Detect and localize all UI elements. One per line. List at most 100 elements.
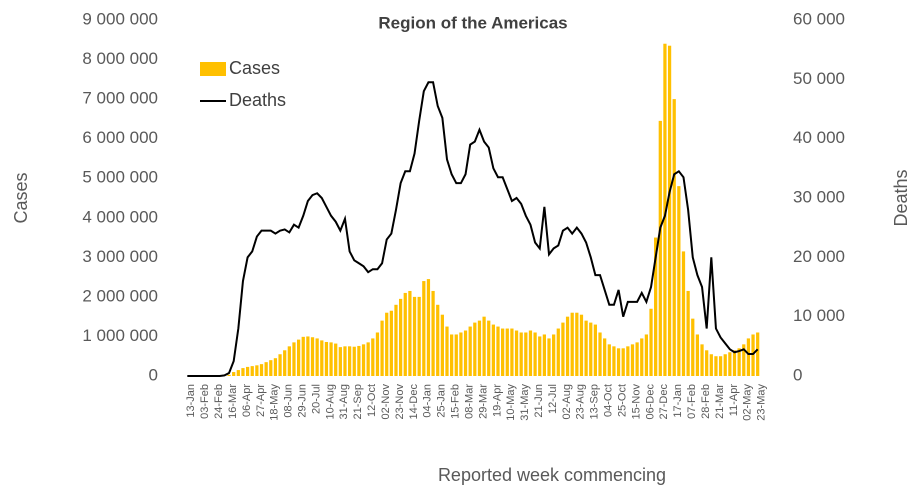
bar: [514, 330, 519, 376]
bar: [552, 334, 556, 376]
x-tick-label: 13-Jan: [185, 384, 197, 418]
y2-tick-label: 40 000: [793, 128, 845, 147]
bar: [598, 332, 602, 376]
x-tick-label: 25-Oct: [616, 384, 628, 417]
bar: [533, 332, 537, 376]
x-tick-label: 24-Feb: [213, 384, 225, 419]
x-tick-label: 21-Mar: [714, 384, 726, 419]
bar: [245, 366, 250, 376]
bar: [292, 342, 296, 376]
bar: [431, 290, 435, 376]
bar: [459, 332, 463, 376]
x-tick-label: 08-Jun: [283, 384, 295, 418]
bar: [505, 328, 509, 376]
x-tick-label: 23-Nov: [394, 384, 406, 420]
bar: [255, 365, 259, 376]
bar: [440, 314, 444, 376]
bar: [524, 332, 528, 376]
x-tick-label: 18-May: [269, 384, 281, 421]
bar: [742, 344, 746, 376]
bar: [482, 316, 486, 376]
bar: [737, 348, 741, 376]
y-tick-label: 6 000 000: [82, 128, 158, 147]
bar: [320, 340, 324, 376]
bar: [357, 345, 361, 376]
bar: [236, 370, 240, 376]
y2-tick-label: 0: [793, 365, 802, 384]
legend-label: Deaths: [229, 90, 286, 110]
bar: [561, 322, 565, 376]
bar: [705, 350, 709, 376]
x-tick-label: 04-Jan: [422, 384, 434, 418]
bar: [751, 334, 755, 376]
bar: [700, 344, 704, 376]
bar: [681, 251, 686, 376]
x-tick-label: 19-Apr: [491, 384, 503, 417]
bar: [756, 332, 760, 376]
bar: [593, 324, 598, 376]
bar: [695, 334, 700, 376]
x-tick-label: 08-Mar: [463, 384, 475, 419]
x-tick-label: 03-Feb: [199, 384, 211, 419]
bar: [630, 344, 635, 376]
x-tick-label: 28-Feb: [700, 384, 712, 419]
x-tick-label: 16-Mar: [227, 384, 239, 419]
y-tick-label: 9 000 000: [82, 9, 158, 28]
bar: [626, 346, 630, 376]
bar: [714, 356, 718, 376]
x-tick-label: 25-Jan: [436, 384, 448, 418]
y2-tick-label: 30 000: [793, 187, 845, 206]
bar: [259, 364, 264, 376]
bar: [473, 322, 477, 376]
chart-title: Region of the Americas: [378, 13, 567, 32]
bar: [616, 348, 621, 376]
bar: [269, 360, 273, 376]
bar: [686, 290, 690, 376]
bar: [528, 330, 533, 376]
legend-swatch: [200, 62, 226, 76]
y-axis-title: Cases: [11, 172, 31, 223]
x-tick-label: 27-Dec: [658, 384, 670, 420]
bar: [389, 310, 393, 376]
x-tick-label: 27-Apr: [255, 384, 267, 417]
bar: [589, 322, 593, 376]
bar: [412, 296, 417, 376]
x-tick-label: 02-Nov: [380, 384, 392, 420]
y-tick-label: 8 000 000: [82, 49, 158, 68]
y-tick-label: 5 000 000: [82, 168, 158, 187]
x-tick-label: 20-Jul: [310, 384, 322, 414]
bar: [301, 336, 305, 376]
y-tick-label: 2 000 000: [82, 286, 158, 305]
bar: [283, 350, 287, 376]
bar: [408, 290, 412, 376]
bar: [607, 344, 611, 376]
bar: [264, 362, 268, 376]
bar: [658, 120, 662, 376]
x-tick-label: 13-Sep: [589, 384, 601, 419]
bar: [501, 328, 505, 376]
bar: [644, 334, 649, 376]
y2-tick-label: 60 000: [793, 9, 845, 28]
bar: [542, 334, 546, 376]
bar: [306, 336, 310, 376]
bar: [227, 374, 231, 376]
bar: [510, 328, 514, 376]
bar: [677, 186, 681, 376]
x-tick-label: 06-Dec: [644, 384, 656, 420]
x-tick-label: 29-Mar: [477, 384, 489, 419]
bar: [746, 338, 751, 376]
bar: [487, 320, 491, 376]
bar: [241, 368, 245, 376]
bar: [278, 354, 282, 376]
legend-label: Cases: [229, 58, 280, 78]
y2-tick-label: 10 000: [793, 306, 845, 325]
x-tick-label: 12-Jul: [547, 384, 559, 414]
bar: [371, 338, 375, 376]
bar: [334, 343, 338, 376]
x-tick-label: 02-Aug: [561, 384, 573, 419]
bar: [468, 326, 472, 376]
x-tick-label: 21-Sep: [352, 384, 364, 419]
bar: [403, 292, 407, 376]
bar: [640, 338, 644, 376]
